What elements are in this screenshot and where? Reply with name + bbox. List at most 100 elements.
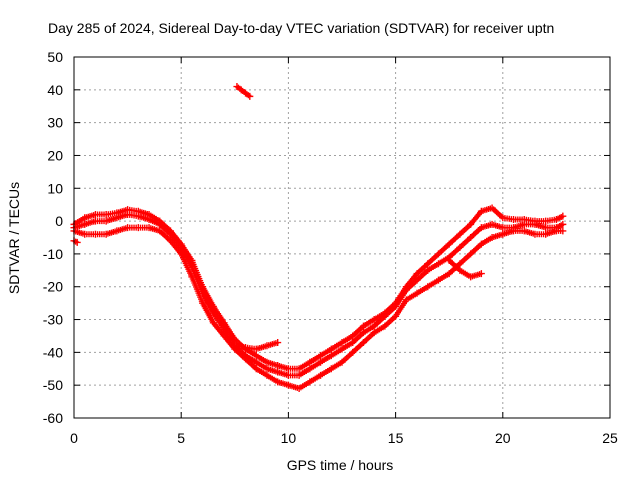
data-point [424,283,432,291]
x-tick-label: 5 [177,430,185,446]
data-point [263,358,271,366]
data-point [252,365,260,373]
x-tick-label: 20 [495,430,511,446]
data-point [220,332,228,340]
data-point [145,224,153,232]
data-point [327,365,335,373]
data-point [263,371,271,379]
x-tick-label: 15 [388,430,404,446]
data-point [434,276,442,284]
data-point [349,332,357,340]
y-tick-label: -10 [43,246,63,262]
data-point [91,230,99,238]
x-tick-label: 25 [602,430,618,446]
y-tick-label: -60 [43,410,63,426]
x-tick-label: 0 [70,430,78,446]
data-point [370,329,378,337]
data-point [531,230,539,238]
data-point [499,224,507,232]
data-point [284,371,292,379]
data-point [542,230,550,238]
data-point [477,207,485,215]
data-point [338,339,346,347]
chart-title: Day 285 of 2024, Sidereal Day-to-day VTE… [48,20,554,36]
y-tick-label: -40 [43,344,63,360]
data-points [70,83,567,392]
data-point [284,365,292,373]
data-point [349,348,357,356]
data-point [91,211,99,219]
data-point [520,220,528,228]
data-point [188,273,196,281]
data-point [113,214,121,222]
data-point [499,214,507,222]
data-point [488,220,496,228]
data-point [156,227,164,235]
data-point [166,230,174,238]
data-point [209,309,217,317]
data-point [252,345,260,353]
data-point [199,299,207,307]
data-point [467,273,475,281]
data-point [338,358,346,366]
data-point [445,270,453,278]
data-point [359,339,367,347]
data-point [552,227,560,235]
data-point [306,365,314,373]
data-point [434,250,442,258]
data-point [381,312,389,320]
data-point [327,345,335,353]
data-point [237,86,245,94]
data-point [177,250,185,258]
data-point [402,286,410,294]
data-point [424,266,432,274]
data-point [327,352,335,360]
data-point [338,345,346,353]
x-tick-label: 10 [281,430,297,446]
data-point [510,227,518,235]
data-point [166,237,174,245]
data-point [477,224,485,232]
data-point [102,211,110,219]
data-point [542,224,550,232]
data-point [231,342,239,350]
data-point [467,250,475,258]
data-point [263,365,271,373]
y-tick-label: 30 [47,115,63,131]
data-point [220,325,228,333]
data-point [520,227,528,235]
data-point [456,266,464,274]
data-point [102,217,110,225]
data-point [445,256,453,264]
data-point [274,339,282,347]
data-point [73,238,81,246]
data-point [381,322,389,330]
data-point [242,343,250,351]
data-point [246,92,254,100]
y-tick-label: 0 [55,213,63,229]
y-tick-label: 40 [47,82,63,98]
data-point [359,329,367,337]
data-point [488,204,496,212]
data-point [102,230,110,238]
data-point [81,220,89,228]
data-point [349,339,357,347]
data-point [177,243,185,251]
data-point [242,89,250,97]
x-tick-labels: 0 5 10 15 20 25 [70,430,618,446]
y-tick-label: -50 [43,377,63,393]
data-point [124,211,132,219]
data-point [552,215,560,223]
data-point [445,240,453,248]
y-tick-label: 20 [47,147,63,163]
data-point [317,352,325,360]
data-point [413,276,421,284]
data-point [113,227,121,235]
y-axis-title: SDTVAR / TECUs [6,182,22,294]
data-point [392,302,400,310]
data-point [317,358,325,366]
data-point [499,230,507,238]
data-point [242,355,250,363]
data-point [124,224,132,232]
data-point [531,220,539,228]
